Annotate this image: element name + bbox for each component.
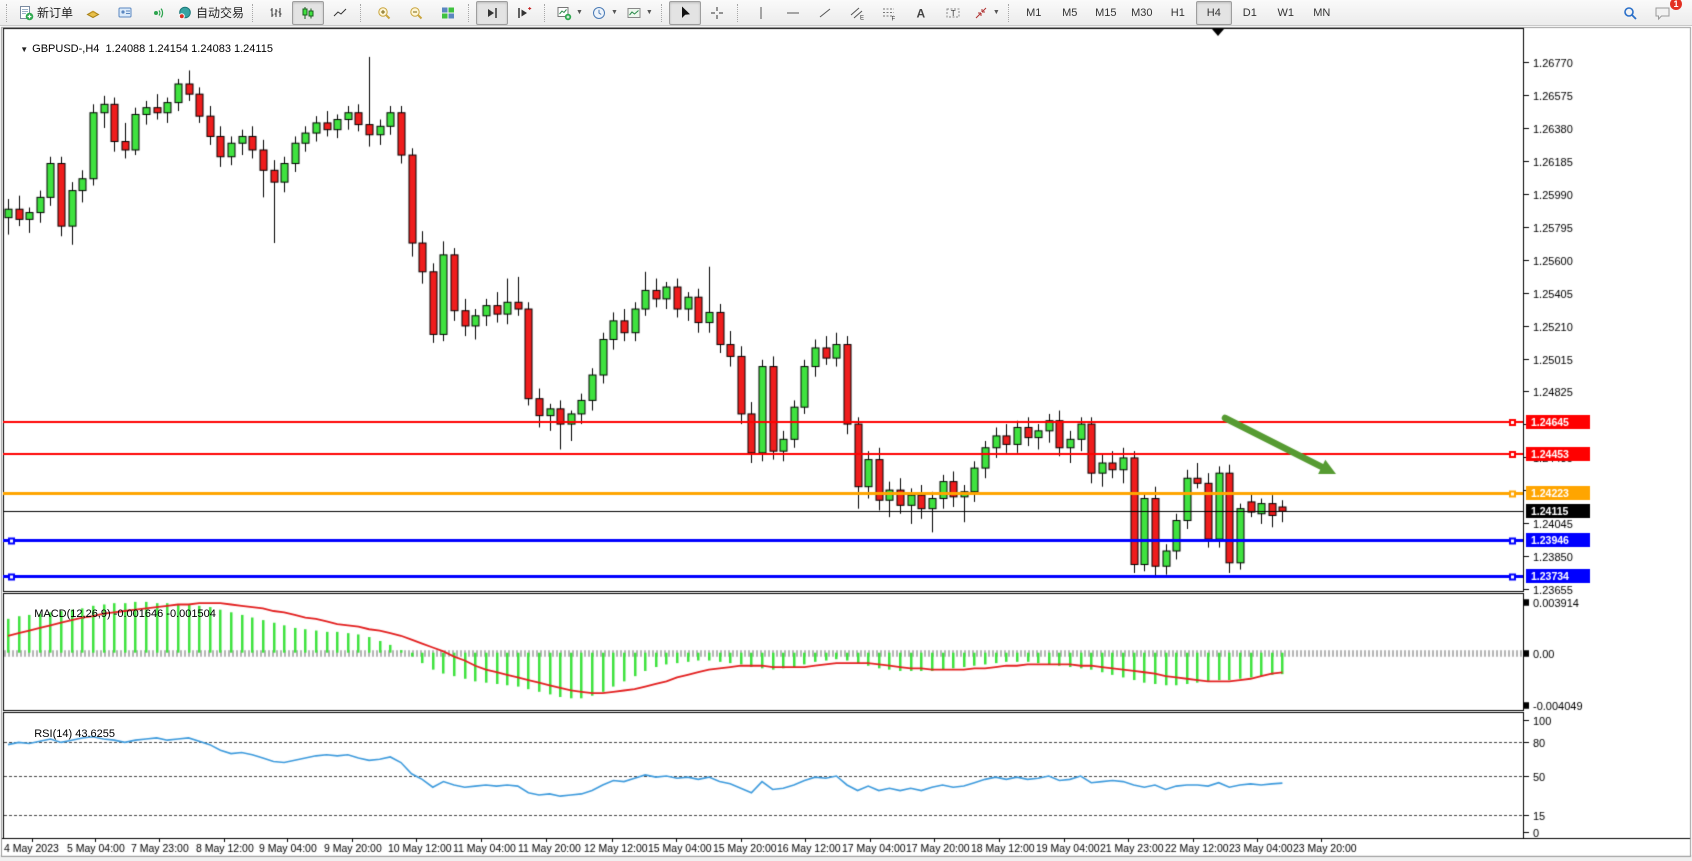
auto-trading-icon <box>177 5 193 21</box>
template-icon <box>626 5 642 21</box>
toolbar-grip <box>468 3 473 22</box>
new-chart-icon <box>556 5 572 21</box>
tile-windows-button[interactable] <box>432 1 464 25</box>
new-order-label: 新订单 <box>37 6 74 20</box>
horizontal-line-tool-button[interactable] <box>777 1 809 25</box>
text-tool-button[interactable]: A <box>905 1 937 25</box>
crosshair-tool-button[interactable] <box>701 1 733 25</box>
macd-value: -0.001646 <box>113 608 164 620</box>
signals-button[interactable] <box>141 1 173 25</box>
auto-scroll-icon <box>484 5 500 21</box>
fibonacci-icon: F <box>881 5 897 21</box>
channel-tool-button[interactable]: E <box>841 1 873 25</box>
tab-timeframe-H1[interactable]: H1 <box>1170 6 1185 19</box>
crosshair-icon <box>709 5 725 21</box>
arrows-icon <box>973 5 989 21</box>
equidistant-channel-icon: E <box>849 5 865 21</box>
tab-timeframe-D1[interactable]: D1 <box>1242 6 1257 19</box>
rsi-name: RSI(14) <box>34 728 73 740</box>
trendline-icon <box>817 5 833 21</box>
toolbar-grip <box>6 3 11 22</box>
notification-badge: 1 <box>1670 0 1682 10</box>
candlestick-chart-icon <box>300 5 316 21</box>
toolbar-grip <box>544 3 549 22</box>
svg-text:E: E <box>860 15 864 21</box>
tile-windows-icon <box>440 5 456 21</box>
search-icon <box>1622 5 1638 21</box>
chevron-down-icon: ▼ <box>645 9 653 16</box>
zoom-out-icon <box>408 5 424 21</box>
zoom-out-button[interactable] <box>400 1 432 25</box>
chart-shift-icon <box>516 5 532 21</box>
chevron-down-icon: ▼ <box>576 9 583 16</box>
main-toolbar: 新订单 自动交易 <box>0 0 1692 26</box>
signals-icon <box>149 5 165 21</box>
symbol-name: GBPUSD-,H4 <box>32 43 100 55</box>
toolbar-grip <box>360 3 365 22</box>
svg-text:T: T <box>951 9 956 18</box>
horizontal-line-icon <box>785 5 801 21</box>
auto-scroll-button[interactable] <box>476 0 509 25</box>
periods-button[interactable]: ▼ <box>587 1 622 25</box>
svg-text:A: A <box>916 6 925 20</box>
template-button[interactable]: ▼ <box>622 1 657 25</box>
line-chart-icon <box>332 5 348 21</box>
macd-indicator-label: MACD(12,26,9) -0.001646 -0.001504 <box>22 596 216 632</box>
macd-signal-value: -0.001504 <box>166 608 216 620</box>
chart-title[interactable]: ▼ GBPUSD-,H4 1.24088 1.24154 1.24083 1.24… <box>8 31 273 67</box>
vertical-line-tool-button[interactable] <box>745 1 777 25</box>
ohlc-values: 1.24088 1.24154 1.24083 1.24115 <box>105 43 273 55</box>
new-order-button[interactable]: 新订单 <box>14 1 77 25</box>
candlestick-chart-button[interactable] <box>292 0 325 25</box>
zoom-in-icon <box>376 5 392 21</box>
fibonacci-tool-button[interactable]: F <box>873 1 905 25</box>
label-tool-button[interactable]: T <box>937 1 969 25</box>
trendline-tool-button[interactable] <box>809 1 841 25</box>
toolbar-grip <box>736 3 742 22</box>
terminal-button[interactable] <box>109 1 141 25</box>
bar-chart-button[interactable] <box>260 1 292 25</box>
search-button[interactable] <box>1614 1 1646 25</box>
market-watch-icon <box>85 5 101 21</box>
vertical-line-icon <box>753 5 769 21</box>
symbol-dropdown-icon[interactable]: ▼ <box>20 45 29 54</box>
cursor-icon <box>677 5 693 21</box>
svg-text:F: F <box>891 16 895 21</box>
tab-timeframe-MN[interactable]: MN <box>1313 6 1331 19</box>
tab-timeframe-M30[interactable]: M30 <box>1131 6 1153 19</box>
chart-shift-button[interactable] <box>508 1 540 25</box>
bar-chart-icon <box>268 5 284 21</box>
market-watch-button[interactable] <box>77 1 109 25</box>
chevron-down-icon: ▼ <box>610 9 618 16</box>
toolbar-grip <box>252 3 257 22</box>
zoom-in-button[interactable] <box>368 1 400 25</box>
cursor-tool-button[interactable] <box>668 0 701 25</box>
tab-timeframe-H4[interactable]: H4 <box>1195 0 1232 25</box>
rsi-indicator-label: RSI(14) 43.6255 <box>22 716 115 752</box>
new-chart-button[interactable]: ▼ <box>552 1 587 25</box>
line-chart-button[interactable] <box>324 1 356 25</box>
tab-timeframe-M5[interactable]: M5 <box>1062 6 1078 19</box>
chevron-down-icon: ▼ <box>992 9 1000 16</box>
tab-timeframe-M15[interactable]: M15 <box>1095 6 1117 19</box>
arrows-tool-button[interactable]: ▼ <box>969 1 1004 25</box>
rsi-value: 43.6255 <box>75 728 115 740</box>
auto-trading-label: 自动交易 <box>196 6 245 20</box>
toolbar-grip <box>1007 3 1013 22</box>
tab-timeframe-W1[interactable]: W1 <box>1277 6 1295 19</box>
chat-bubble-icon <box>1654 5 1671 21</box>
toolbar-grip <box>660 3 666 22</box>
text-label-icon: T <box>945 5 961 21</box>
clock-icon <box>591 5 607 21</box>
timeframe-group: M1 M5 M15 M30 H1 H4 D1 W1 MN <box>1016 0 1340 25</box>
notifications-button[interactable]: 1 <box>1646 0 1682 25</box>
tab-timeframe-M1[interactable]: M1 <box>1026 6 1042 19</box>
terminal-icon <box>117 5 133 21</box>
macd-name: MACD(12,26,9) <box>34 608 111 620</box>
auto-trading-button[interactable]: 自动交易 <box>173 1 248 25</box>
text-icon: A <box>913 5 929 21</box>
new-order-icon <box>18 5 34 21</box>
